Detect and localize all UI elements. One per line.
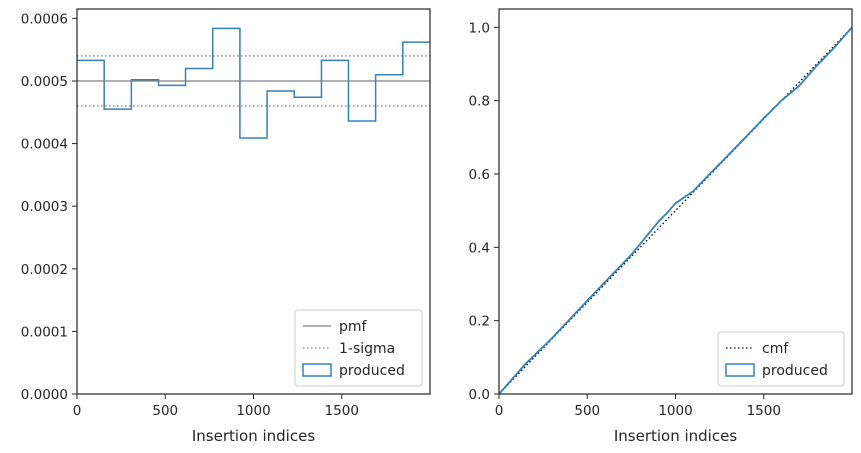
legend-label: 1-sigma [339, 341, 395, 357]
y-tick-label: 0.8 [469, 94, 490, 110]
x-tick-label: 1000 [658, 403, 692, 419]
y-tick-label: 0.6 [469, 167, 490, 183]
x-tick-label: 1500 [747, 403, 781, 419]
x-axis-label: Insertion indices [192, 427, 315, 445]
x-tick-label: 500 [574, 403, 600, 419]
y-tick-label: 0.0 [469, 387, 490, 403]
legend-label: pmf [339, 319, 368, 335]
x-axis-label: Insertion indices [614, 427, 737, 445]
plot-frame [498, 8, 853, 395]
legend-handle-produced [302, 363, 332, 377]
legend-label: produced [762, 363, 828, 379]
histogram-panel: 0 500 1000 1500 0.0000 0.0001 0.0002 0.0003 0.00… [21, 8, 431, 445]
cmf-panel: 0 500 1000 1500 0.0 0.2 0.4 0.6 0.8 1.0 Insertion … [469, 8, 853, 445]
legend-box [717, 331, 845, 387]
legend-label: produced [339, 363, 405, 379]
y-tick-label: 0.0003 [21, 199, 68, 215]
legend-label: cmf [762, 341, 789, 357]
y-tick-label: 0.0000 [21, 387, 68, 403]
y-tick-label: 0.0001 [21, 324, 68, 340]
y-tick-label: 0.0004 [21, 137, 68, 153]
y-tick-label: 0.2 [469, 314, 490, 330]
x-tick-label: 1000 [236, 403, 270, 419]
y-tick-label: 0.0005 [21, 74, 68, 90]
plot-frame [76, 8, 431, 395]
y-tick-label: 0.4 [469, 240, 490, 256]
legend: pmf 1-sigma produced [294, 309, 423, 387]
x-tick-label: 0 [495, 403, 504, 419]
y-tick-label: 1.0 [469, 20, 490, 36]
produced-cumulative-line [498, 26, 853, 395]
y-tick-label: 0.0006 [21, 11, 68, 27]
y-tick-label: 0.0002 [21, 262, 68, 278]
legend: cmf produced [717, 331, 845, 387]
legend-box [294, 309, 423, 387]
legend-handle-produced [725, 363, 755, 377]
x-tick-label: 1500 [325, 403, 359, 419]
x-tick-label: 0 [73, 403, 82, 419]
produced-histogram-step [77, 27, 430, 139]
x-tick-label: 500 [152, 403, 178, 419]
